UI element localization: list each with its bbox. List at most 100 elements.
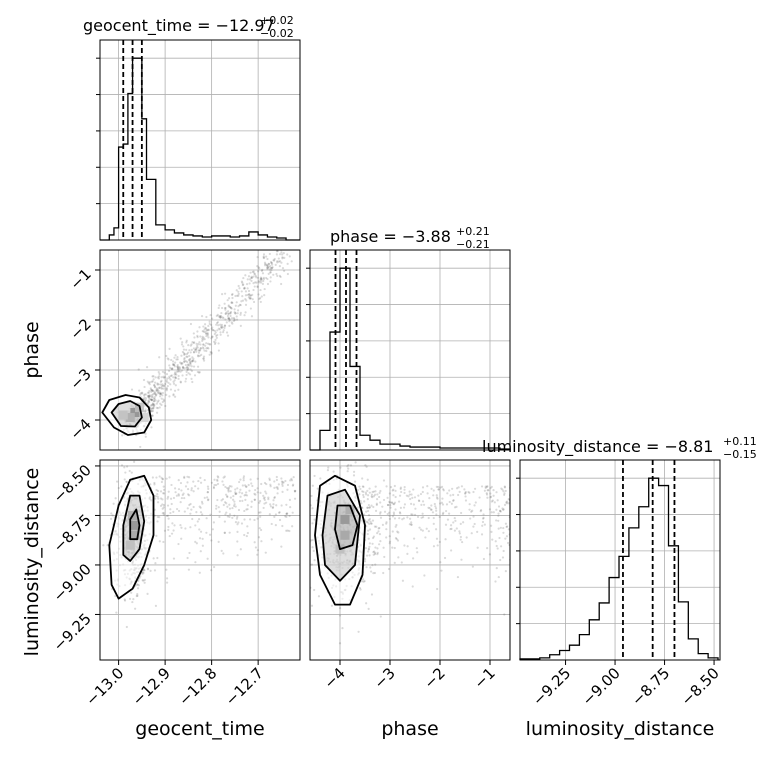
sample-point [489,487,492,490]
sample-point [420,503,423,507]
sample-point [141,572,144,575]
sample-point [147,400,150,403]
sample-point [409,517,412,520]
sample-point [362,495,365,499]
sample-point [161,507,164,510]
sample-point [121,434,124,437]
sample-point [262,276,265,279]
sample-point [237,508,241,512]
sample-point [205,315,208,319]
sample-point [150,395,153,398]
sample-point [207,342,210,345]
sample-point [486,485,489,488]
sample-point [512,511,514,513]
sample-point [486,489,489,492]
sample-point [363,513,366,516]
y-tick-label: −1 [66,265,94,293]
sample-point [184,485,188,488]
sample-point [286,529,289,532]
sample-point [181,350,184,354]
sample-point [267,262,270,265]
sample-point [160,480,163,484]
sample-point [302,529,304,531]
sample-point [197,517,201,521]
sample-point [483,489,486,492]
sample-point [227,304,230,307]
sample-point [149,483,152,486]
sample-point [183,510,186,513]
sample-point [503,493,506,496]
sample-point [220,549,223,552]
sample-point [503,486,507,489]
sample-point [216,329,219,332]
sample-point [183,367,186,370]
sample-point [362,490,365,493]
sample-point [488,553,492,556]
sample-point [234,492,237,496]
sample-point [417,499,421,502]
sample-point [391,489,394,492]
sample-point [223,531,226,534]
sample-point [203,496,206,499]
sample-point [252,288,255,292]
sample-point [160,403,163,407]
sample-point [239,311,242,314]
sample-point [371,536,375,540]
sample-point [263,496,266,499]
sample-point [286,262,289,265]
sample-point [379,540,382,543]
sample-point [256,256,259,259]
sample-point [285,512,288,516]
sample-point [511,532,513,534]
sample-point [453,506,457,509]
sample-point [276,487,279,491]
sample-point [165,577,169,580]
sample-point [253,492,256,495]
sample-point [189,368,192,371]
sample-point [177,478,180,482]
sample-point [154,376,157,379]
sample-point [149,388,153,391]
sample-point [196,370,199,374]
sample-point [246,504,249,507]
sample-point [420,516,423,519]
sample-point [388,514,391,517]
sample-point [165,389,168,392]
sample-point [162,492,165,495]
sample-point [136,583,139,586]
sample-point [151,414,154,417]
sample-point [206,346,209,349]
sample-point [219,316,222,319]
sample-point [243,287,246,290]
sample-point [288,529,291,533]
sample-point [464,495,467,498]
sample-point [228,507,232,510]
sample-point [182,345,185,348]
sample-point [416,515,420,519]
sample-point [234,312,237,315]
sample-point [172,380,175,383]
sample-point [151,403,155,406]
sample-point [234,492,237,495]
sample-point [174,384,177,387]
sample-point [502,549,505,553]
sample-point [368,506,371,509]
sample-point [181,365,185,368]
sample-point [254,488,257,492]
sample-point [389,486,393,489]
sample-point [245,299,248,302]
sample-point [278,511,281,514]
sample-point [159,490,163,493]
sample-point [169,508,172,511]
sample-point [142,579,145,582]
sample-point [482,517,485,520]
sample-point [376,532,379,535]
sample-point [157,391,160,394]
sample-point [120,485,123,488]
sample-point [253,541,256,544]
sample-point [210,481,213,484]
contour-line [314,474,366,606]
sample-point [200,353,203,356]
sample-point [218,515,221,519]
sample-point [354,461,357,464]
